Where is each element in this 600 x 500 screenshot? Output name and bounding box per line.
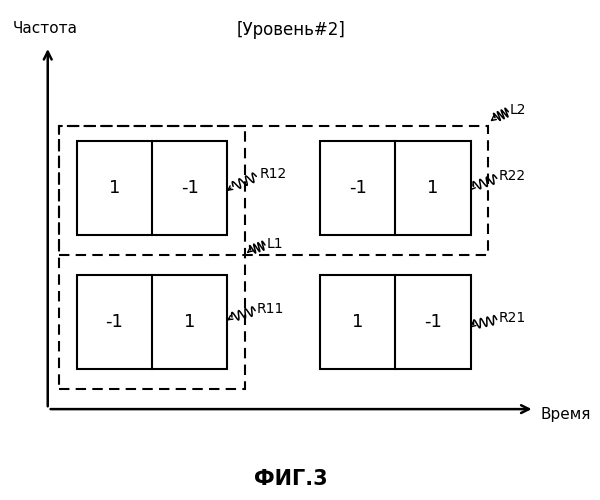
Text: 1: 1: [352, 313, 364, 331]
Text: 1: 1: [184, 313, 196, 331]
Text: R21: R21: [499, 311, 526, 325]
Text: -1: -1: [106, 313, 124, 331]
Text: ФИГ.3: ФИГ.3: [254, 468, 328, 488]
Text: Частота: Частота: [13, 21, 78, 36]
Text: L1: L1: [267, 236, 283, 250]
Text: Время: Время: [540, 406, 590, 422]
Bar: [59, 126, 488, 255]
Bar: [59, 126, 245, 389]
Text: R11: R11: [257, 302, 284, 316]
Bar: [320, 275, 471, 370]
Text: L2: L2: [510, 104, 527, 118]
Text: -1: -1: [424, 313, 442, 331]
Text: 1: 1: [109, 179, 120, 197]
Text: -1: -1: [349, 179, 367, 197]
Text: R12: R12: [259, 168, 286, 181]
Bar: [77, 275, 227, 370]
Text: -1: -1: [181, 179, 199, 197]
Bar: [320, 140, 471, 235]
Text: R22: R22: [499, 170, 526, 183]
Bar: [77, 140, 227, 235]
Text: [Уровень#2]: [Уровень#2]: [236, 22, 346, 40]
Text: 1: 1: [427, 179, 439, 197]
